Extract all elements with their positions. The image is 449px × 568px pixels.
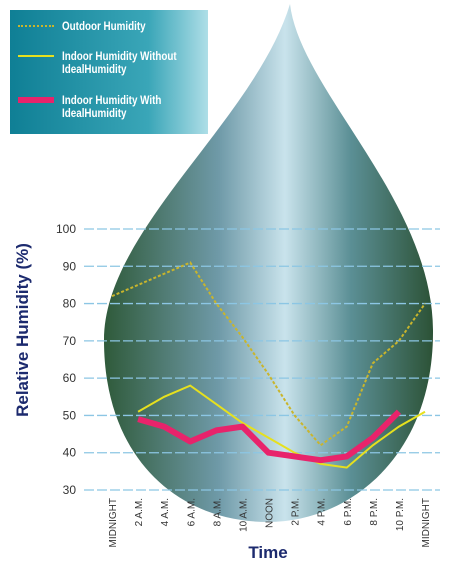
x-tick-label: 6 A.M. <box>186 498 197 526</box>
legend-label: Indoor Humidity Without IdealHumidity <box>62 49 177 76</box>
x-tick-label: 6 P.M. <box>343 498 354 526</box>
droplet-image <box>104 4 434 522</box>
x-tick-label: 8 A.M. <box>212 498 223 526</box>
y-tick-label: 100 <box>56 222 76 236</box>
x-tick-label: 2 A.M. <box>134 498 145 526</box>
y-tick-label: 50 <box>63 408 77 422</box>
x-tick-label: MIDNIGHT <box>108 498 119 547</box>
y-tick-label: 60 <box>63 371 77 385</box>
x-tick-label: 4 A.M. <box>160 498 171 526</box>
x-tick-label: 10 A.M. <box>238 498 249 532</box>
y-tick-label: 80 <box>63 297 77 311</box>
x-tick-label: 10 P.M. <box>395 498 406 531</box>
y-tick-label: 90 <box>63 259 77 273</box>
y-tick-label: 70 <box>63 334 77 348</box>
legend: Outdoor Humidity Indoor Humidity Without … <box>10 10 208 134</box>
series-line <box>111 261 426 447</box>
series-line <box>137 409 402 464</box>
x-tick-label: NOON <box>265 498 276 528</box>
y-tick-label: 30 <box>63 483 77 497</box>
legend-swatch <box>18 55 54 57</box>
legend-swatch <box>18 97 54 103</box>
series-line <box>137 384 426 469</box>
legend-label: Outdoor Humidity <box>62 19 146 33</box>
y-tick-label: 40 <box>63 446 77 460</box>
x-tick-label: 2 P.M. <box>291 498 302 526</box>
x-tick-label: MIDNIGHT <box>421 498 432 547</box>
y-axis-label: Relative Humidity (%) <box>13 243 32 417</box>
x-tick-label: 8 P.M. <box>369 498 380 526</box>
x-axis-label: Time <box>248 543 287 562</box>
legend-label: Indoor Humidity With IdealHumidity <box>62 93 162 120</box>
x-tick-label: 4 P.M. <box>317 498 328 526</box>
legend-swatch <box>18 25 54 27</box>
